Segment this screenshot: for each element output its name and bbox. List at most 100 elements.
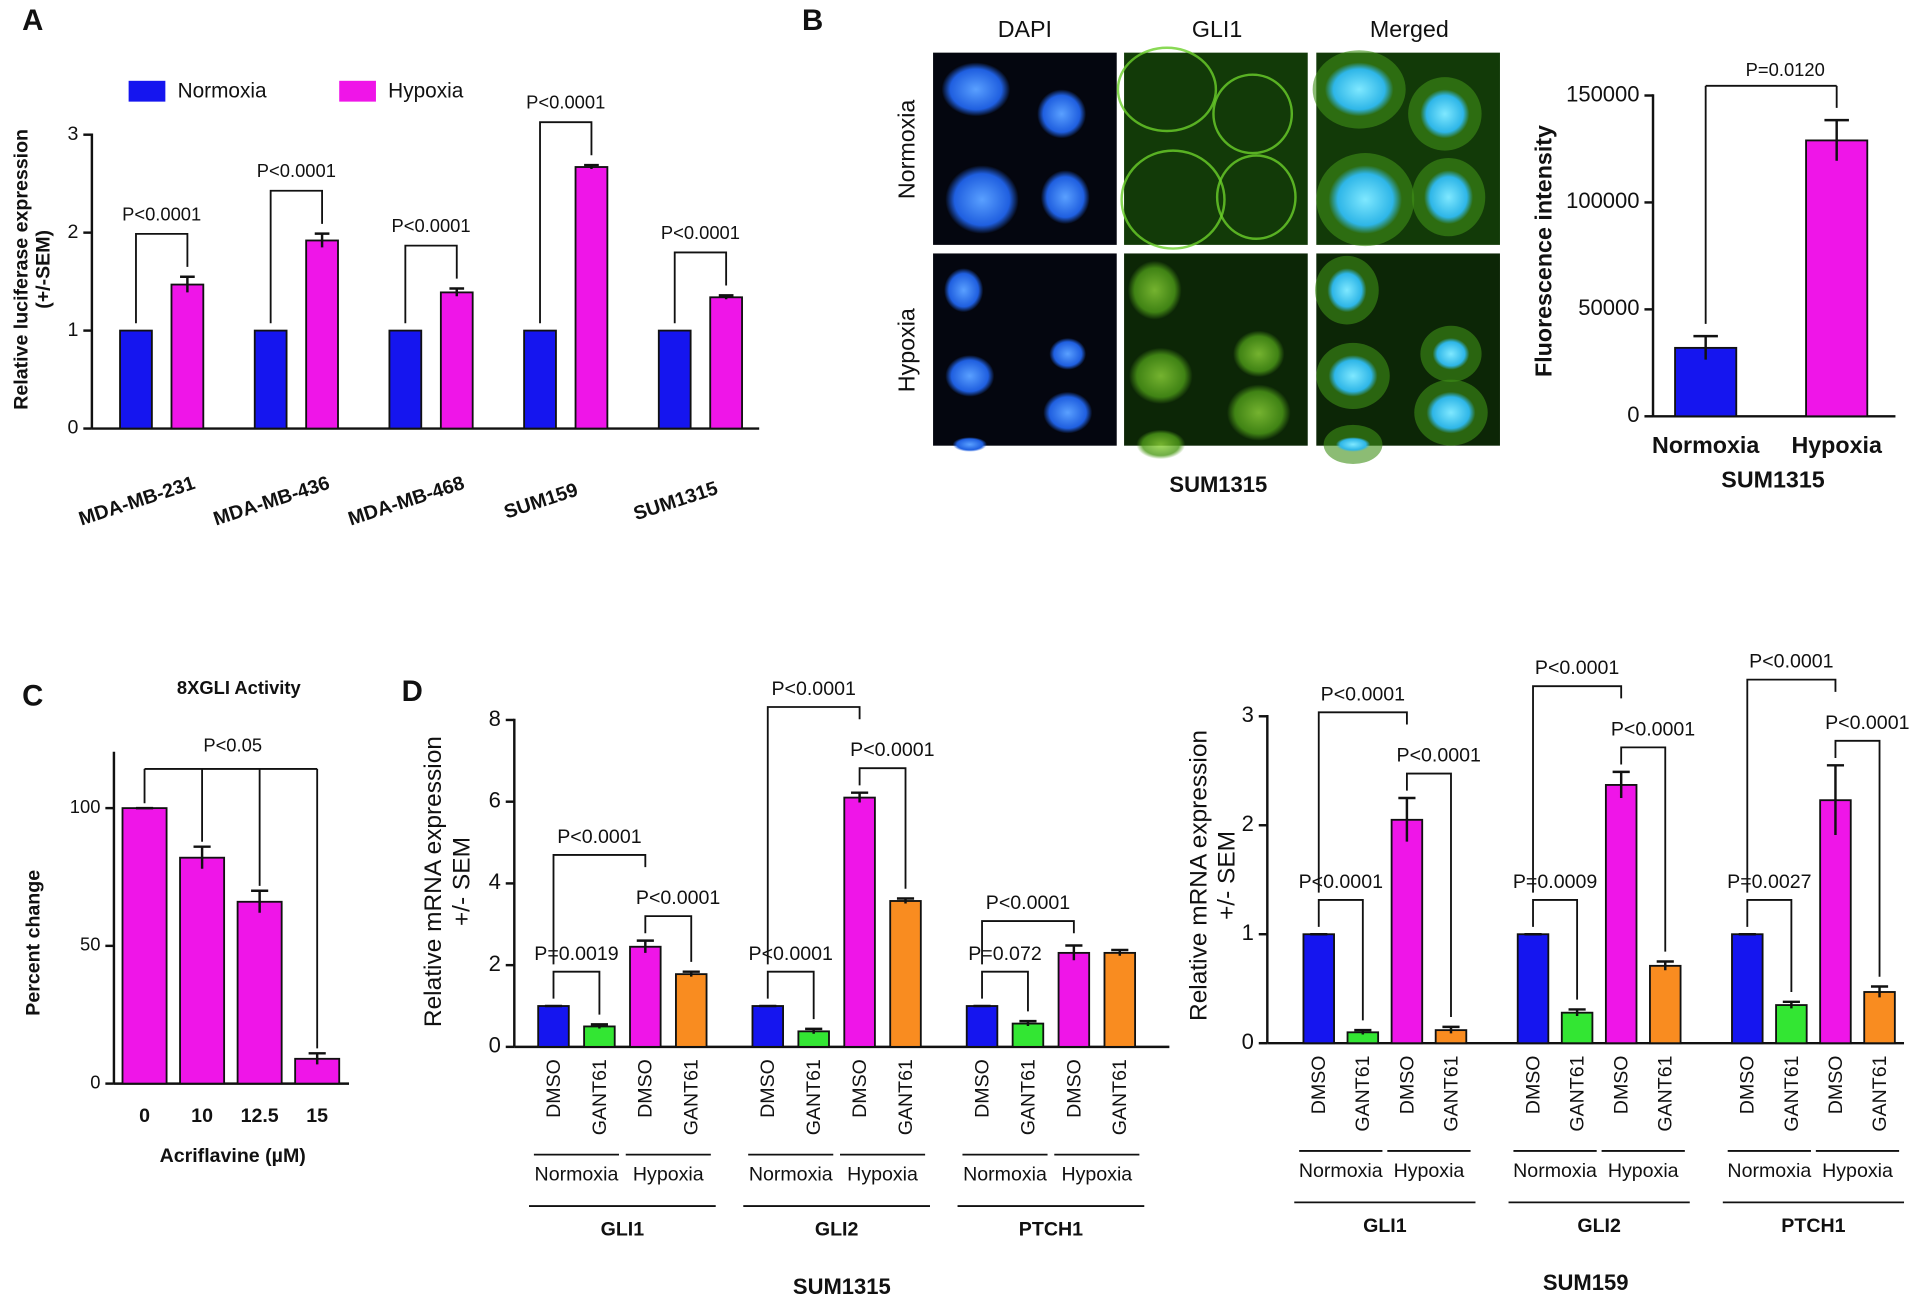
error-bar xyxy=(193,845,211,869)
chart-title: 8XGLI Activity xyxy=(177,677,302,698)
y-tick-label: 0 xyxy=(68,417,79,439)
significance-bracket xyxy=(1405,772,1452,1018)
y-tick-label: 100 xyxy=(70,796,101,817)
nucleus xyxy=(1424,170,1474,225)
p-value: P<0.0001 xyxy=(122,203,201,224)
significance-bracket xyxy=(644,915,693,962)
nucleus xyxy=(1335,437,1371,452)
nucleus xyxy=(952,437,987,452)
significance-bracket xyxy=(1620,746,1667,952)
y-tick-label: 50000 xyxy=(1578,295,1639,320)
nucleus xyxy=(945,165,1019,234)
bar xyxy=(121,807,168,1085)
bar xyxy=(1604,784,1638,1045)
x-tick-label: GANT61 xyxy=(1017,1059,1039,1135)
error-bar xyxy=(1612,770,1630,799)
gene-label: GLI2 xyxy=(1577,1215,1621,1237)
significance-bracket xyxy=(858,767,907,889)
x-tick-label: DMSO xyxy=(1611,1055,1633,1114)
panel-label: C xyxy=(22,680,43,713)
bar xyxy=(1390,818,1424,1045)
y-axis-label: Percent change xyxy=(23,870,45,1016)
micrograph-row: Hypoxia xyxy=(894,308,920,392)
significance-bracket xyxy=(1317,711,1408,893)
bar xyxy=(1819,799,1852,1045)
p-value: P<0.0001 xyxy=(636,887,720,909)
significance-bracket xyxy=(1704,84,1838,324)
nucleus xyxy=(1040,170,1090,225)
error-bar xyxy=(851,791,869,803)
bar xyxy=(1302,933,1335,1045)
error-bar xyxy=(805,1027,823,1034)
x-tick-label: GANT61 xyxy=(1781,1055,1803,1131)
nucleus xyxy=(1324,62,1394,117)
bar xyxy=(965,1005,999,1048)
p-value: P<0.0001 xyxy=(749,943,833,965)
panel-label: A xyxy=(22,4,43,37)
error-bar xyxy=(1111,948,1129,956)
gene-label: GLI1 xyxy=(1363,1215,1407,1237)
bar xyxy=(388,329,423,430)
x-tick-label: GANT61 xyxy=(1567,1055,1589,1131)
error-bar xyxy=(1442,1025,1460,1034)
x-tick-label: Hypoxia xyxy=(1791,432,1883,458)
error-bar xyxy=(1398,796,1416,842)
cell-signal xyxy=(1116,46,1218,133)
x-tick-label: DMSO xyxy=(757,1059,779,1118)
error-bar xyxy=(896,897,915,904)
nucleus xyxy=(1432,337,1470,370)
y-tick-label: 0 xyxy=(1627,402,1639,427)
bar xyxy=(574,166,609,430)
p-value: P=0.0027 xyxy=(1727,871,1811,893)
y-tick-label: 2 xyxy=(68,221,79,243)
significance-bracket xyxy=(1746,678,1837,893)
p-value: P=0.0009 xyxy=(1513,871,1597,893)
x-tick-label: 10 xyxy=(191,1105,213,1127)
condition-label: Hypoxia xyxy=(1061,1164,1132,1186)
significance-bracket xyxy=(981,970,1029,1012)
cell-signal xyxy=(1120,149,1226,250)
y-tick-label: 0 xyxy=(1242,1029,1254,1054)
x-tick-label: GANT61 xyxy=(895,1059,917,1135)
p-value: P=0.0120 xyxy=(1746,59,1825,80)
x-tick-label: GANT61 xyxy=(1352,1055,1374,1131)
error-bar xyxy=(636,939,654,953)
error-bar xyxy=(180,275,195,293)
error-bar xyxy=(1782,1000,1800,1009)
significance-bracket xyxy=(1532,685,1623,893)
x-tick-label: Normoxia xyxy=(1652,432,1760,458)
bar xyxy=(1516,933,1550,1045)
p-value: P<0.0001 xyxy=(1749,651,1833,673)
nucleus xyxy=(1043,391,1093,434)
x-tick-label: DMSO xyxy=(1396,1055,1418,1114)
micrograph-column: DAPI xyxy=(998,16,1052,42)
x-tick-label: DMSO xyxy=(1737,1055,1759,1114)
y-tick-label: 0 xyxy=(90,1071,100,1092)
cell-signal xyxy=(1226,384,1291,441)
significance-bracket xyxy=(143,768,319,1049)
cell-signal xyxy=(1128,347,1193,405)
y-axis-label: Fluorescence intensity xyxy=(1530,125,1556,377)
y-axis-label: Relative mRNA expression xyxy=(1185,730,1212,1021)
significance-bracket xyxy=(539,121,593,324)
significance-bracket xyxy=(135,232,189,324)
bar xyxy=(583,1025,616,1048)
significance-bracket xyxy=(1746,899,1793,992)
error-bar xyxy=(449,287,465,297)
bar xyxy=(1775,1004,1808,1045)
condition-label: Normoxia xyxy=(749,1164,833,1186)
error-bar xyxy=(1568,1008,1586,1016)
bar xyxy=(305,239,339,430)
error-bar xyxy=(1065,944,1083,961)
cell-signal xyxy=(1215,154,1297,240)
nucleus xyxy=(1420,89,1470,139)
significance-bracket xyxy=(269,189,323,324)
p-value: P<0.0001 xyxy=(557,826,641,848)
p-value: P<0.0001 xyxy=(526,92,605,113)
nucleus xyxy=(945,355,995,397)
x-tick-label: GANT61 xyxy=(1655,1055,1677,1131)
cell-signal xyxy=(1233,330,1285,378)
x-tick-label: GANT61 xyxy=(681,1059,703,1135)
cell-signal xyxy=(1136,429,1186,460)
error-bar xyxy=(1693,334,1718,360)
